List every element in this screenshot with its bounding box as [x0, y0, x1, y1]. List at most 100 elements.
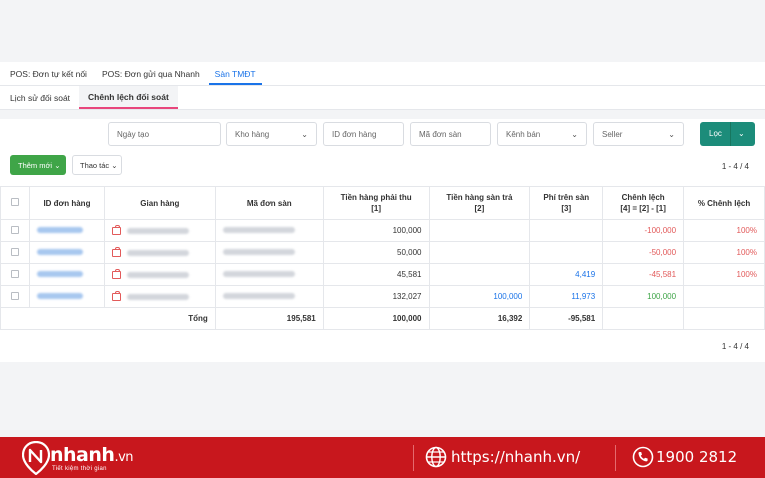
- totals-label: Tổng: [104, 307, 216, 330]
- divider: [615, 445, 616, 471]
- redacted-order-id[interactable]: [36, 227, 83, 233]
- hotline[interactable]: 1900 2812: [656, 448, 738, 466]
- warehouse-select[interactable]: Kho hàng ⌄: [226, 122, 317, 146]
- receivable-cell: 50,000: [322, 241, 430, 264]
- pagination-top: 1 - 4 / 4: [721, 162, 749, 171]
- shop-icon: [111, 290, 121, 301]
- header-paid[interactable]: Tiền hàng sàn trả [2]: [428, 186, 531, 220]
- row-select-cell[interactable]: [0, 219, 30, 242]
- order-id-cell[interactable]: [28, 263, 105, 286]
- table-row[interactable]: 45,581 4,419 -45,581 100%: [0, 263, 765, 286]
- add-new-button[interactable]: Thêm mới ⌄: [10, 155, 66, 175]
- divider: [730, 122, 731, 146]
- order-id-cell[interactable]: [28, 219, 105, 242]
- secondary-tabs: Lịch sử đối soát Chênh lệch đối soát: [0, 86, 765, 110]
- chevron-down-icon: ⌄: [571, 130, 578, 139]
- row-checkbox[interactable]: [10, 225, 19, 234]
- seller-select[interactable]: Seller ⌄: [593, 122, 684, 146]
- order-id-placeholder: ID đơn hàng: [332, 130, 377, 139]
- total-paid: 16,392: [428, 307, 531, 330]
- tab-reconciliation-history[interactable]: Lịch sử đối soát: [10, 93, 71, 103]
- row-checkbox[interactable]: [10, 291, 19, 300]
- receivable-cell: 45,581: [322, 263, 430, 286]
- footer-banner: nhanh.vn Tiết kiệm thời gian https://nha…: [0, 437, 765, 478]
- tab-reconciliation-difference[interactable]: Chênh lệch đối soát: [79, 86, 178, 109]
- totals-row: Tổng 195,581 100,000 16,392 -95,581: [0, 307, 765, 330]
- redacted-market-code: [222, 293, 295, 299]
- header-fee-index: [3]: [561, 204, 572, 213]
- header-market-code[interactable]: Mã đơn sàn: [214, 186, 324, 220]
- actions-label: Thao tác: [80, 161, 110, 170]
- chevron-down-icon: ⌄: [54, 161, 61, 170]
- paid-cell: [428, 219, 531, 242]
- header-fee-label: Phí trên sàn: [543, 193, 590, 202]
- globe-icon: [425, 446, 447, 468]
- receivable-cell: 132,027: [322, 285, 430, 308]
- created-date-placeholder: Ngày tạo: [117, 130, 150, 139]
- redacted-store: [126, 293, 189, 300]
- row-select-cell[interactable]: [0, 263, 30, 286]
- totals-spacer: [0, 307, 30, 330]
- header-receivable[interactable]: Tiền hàng phải thu [1]: [322, 186, 430, 220]
- brand-text: nhanh: [50, 444, 115, 466]
- row-checkbox[interactable]: [10, 247, 19, 256]
- diff-pct-cell: 100%: [683, 241, 765, 264]
- header-diff[interactable]: Chênh lệch [4] = [2] - [1]: [602, 186, 685, 220]
- row-checkbox[interactable]: [10, 269, 19, 278]
- redacted-order-id[interactable]: [36, 271, 83, 277]
- tab-ecommerce[interactable]: Sàn TMĐT: [208, 69, 262, 85]
- primary-tabs: POS: Đơn tự kết nối POS: Đơn gửi qua Nha…: [0, 62, 765, 86]
- fee-cell: 4,419: [529, 263, 604, 286]
- paid-cell: 100,000: [428, 285, 531, 308]
- select-all-checkbox[interactable]: [10, 197, 19, 206]
- filter-button[interactable]: Lọc ⌄: [700, 122, 755, 146]
- header-diff-label: Chênh lệch: [621, 193, 665, 202]
- created-date-input[interactable]: Ngày tạo: [108, 122, 221, 146]
- paid-cell: [428, 241, 531, 264]
- header-store[interactable]: Gian hàng: [103, 186, 216, 220]
- sales-channel-select[interactable]: Kênh bán ⌄: [497, 122, 587, 146]
- diff-cell: -50,000: [602, 241, 685, 264]
- select-all-cell[interactable]: [0, 186, 30, 220]
- header-order-id[interactable]: ID đơn hàng: [28, 186, 105, 220]
- header-diff-pct[interactable]: % Chênh lệch: [683, 186, 765, 220]
- store-cell: [103, 285, 216, 308]
- table-row[interactable]: 50,000 -50,000 100%: [0, 241, 765, 264]
- redacted-order-id[interactable]: [36, 249, 83, 255]
- row-select-cell[interactable]: [0, 285, 30, 308]
- website-link[interactable]: https://nhanh.vn/: [451, 448, 581, 466]
- filter-button-label: Lọc: [709, 129, 722, 138]
- marketplace-code-input[interactable]: Mã đơn sàn: [410, 122, 491, 146]
- diff-pct-cell: [683, 285, 765, 308]
- store-cell: [103, 241, 216, 264]
- redacted-store: [126, 271, 189, 278]
- table-row[interactable]: 132,027 100,000 11,973 100,000: [0, 285, 765, 308]
- order-id-cell[interactable]: [28, 241, 105, 264]
- tab-pos-self-connected[interactable]: POS: Đơn tự kết nối: [10, 69, 87, 79]
- paid-cell: [428, 263, 531, 286]
- tab-pos-via-nhanh[interactable]: POS: Đơn gửi qua Nhanh: [101, 69, 200, 79]
- order-id-cell[interactable]: [28, 285, 105, 308]
- total-diff-pct: [683, 307, 765, 330]
- row-select-cell[interactable]: [0, 241, 30, 264]
- sales-channel-placeholder: Kênh bán: [506, 130, 541, 139]
- brand-name: nhanh.vn: [50, 444, 134, 466]
- brand-suffix: .vn: [114, 450, 134, 465]
- fee-cell: 11,973: [529, 285, 604, 308]
- actions-button[interactable]: Thao tác ⌄: [72, 155, 122, 175]
- chevron-down-icon: ⌄: [668, 130, 675, 139]
- warehouse-placeholder: Kho hàng: [235, 130, 270, 139]
- redacted-order-id[interactable]: [36, 293, 83, 299]
- diff-cell: -45,581: [602, 263, 685, 286]
- nhanh-logo-icon: [22, 441, 50, 475]
- redacted-store: [126, 227, 189, 234]
- receivable-cell: 100,000: [322, 219, 430, 242]
- order-id-input[interactable]: ID đơn hàng: [323, 122, 404, 146]
- reconciliation-panel: POS: Đơn tự kết nối POS: Đơn gửi qua Nha…: [0, 62, 765, 362]
- header-fee[interactable]: Phí trên sàn [3]: [529, 186, 604, 220]
- table-row[interactable]: 100,000 -100,000 100%: [0, 219, 765, 242]
- chevron-down-icon[interactable]: ⌄: [738, 129, 745, 138]
- diff-pct-cell: 100%: [683, 219, 765, 242]
- redacted-market-code: [222, 271, 295, 277]
- total-receivable: 100,000: [322, 307, 430, 330]
